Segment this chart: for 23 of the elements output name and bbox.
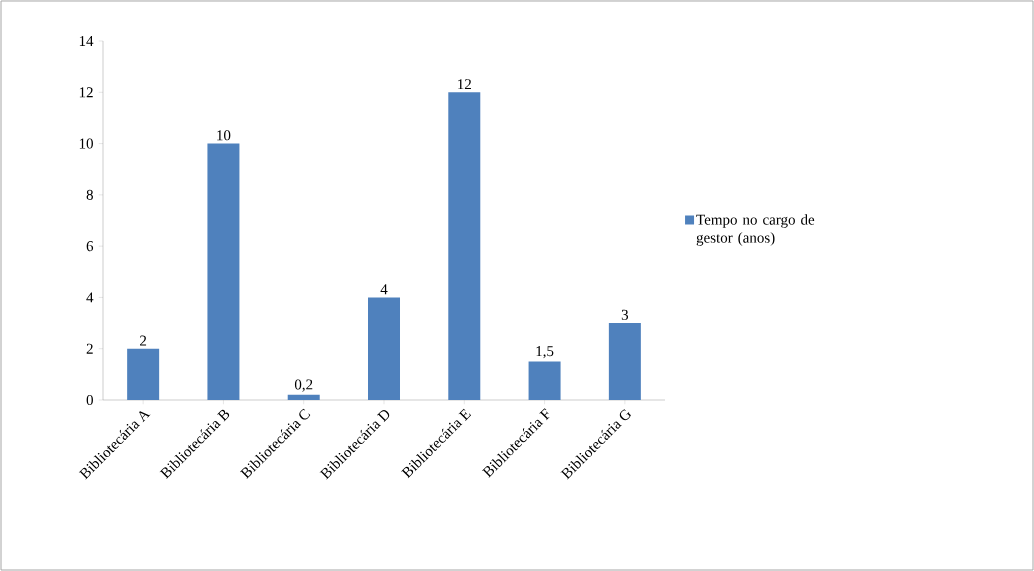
- y-tick-label: 12: [79, 87, 93, 98]
- bar: [528, 361, 561, 400]
- data-label: 4: [380, 284, 388, 295]
- legend-label: Tempo no cargo de gestor (anos): [696, 214, 815, 246]
- y-tick-label: 4: [86, 292, 94, 303]
- y-tick-label: 0: [86, 394, 93, 406]
- bar: [448, 92, 481, 400]
- data-label: 0,2: [294, 379, 313, 392]
- data-label: 1,5: [536, 346, 554, 359]
- y-tick-label: 10: [79, 138, 93, 149]
- data-label: 12: [458, 79, 471, 90]
- data-label: 3: [621, 309, 629, 320]
- y-tick-label: 2: [86, 343, 93, 354]
- bar: [127, 348, 160, 400]
- bar: [608, 323, 641, 400]
- y-tick-label: 8: [86, 189, 93, 200]
- data-label: 2: [140, 335, 147, 346]
- bar: [287, 394, 320, 400]
- y-tick-label: 14: [79, 36, 94, 46]
- bar: [207, 143, 240, 400]
- data-label: 10: [217, 130, 231, 141]
- y-tick-label: 6: [86, 241, 94, 252]
- bar: [368, 297, 400, 400]
